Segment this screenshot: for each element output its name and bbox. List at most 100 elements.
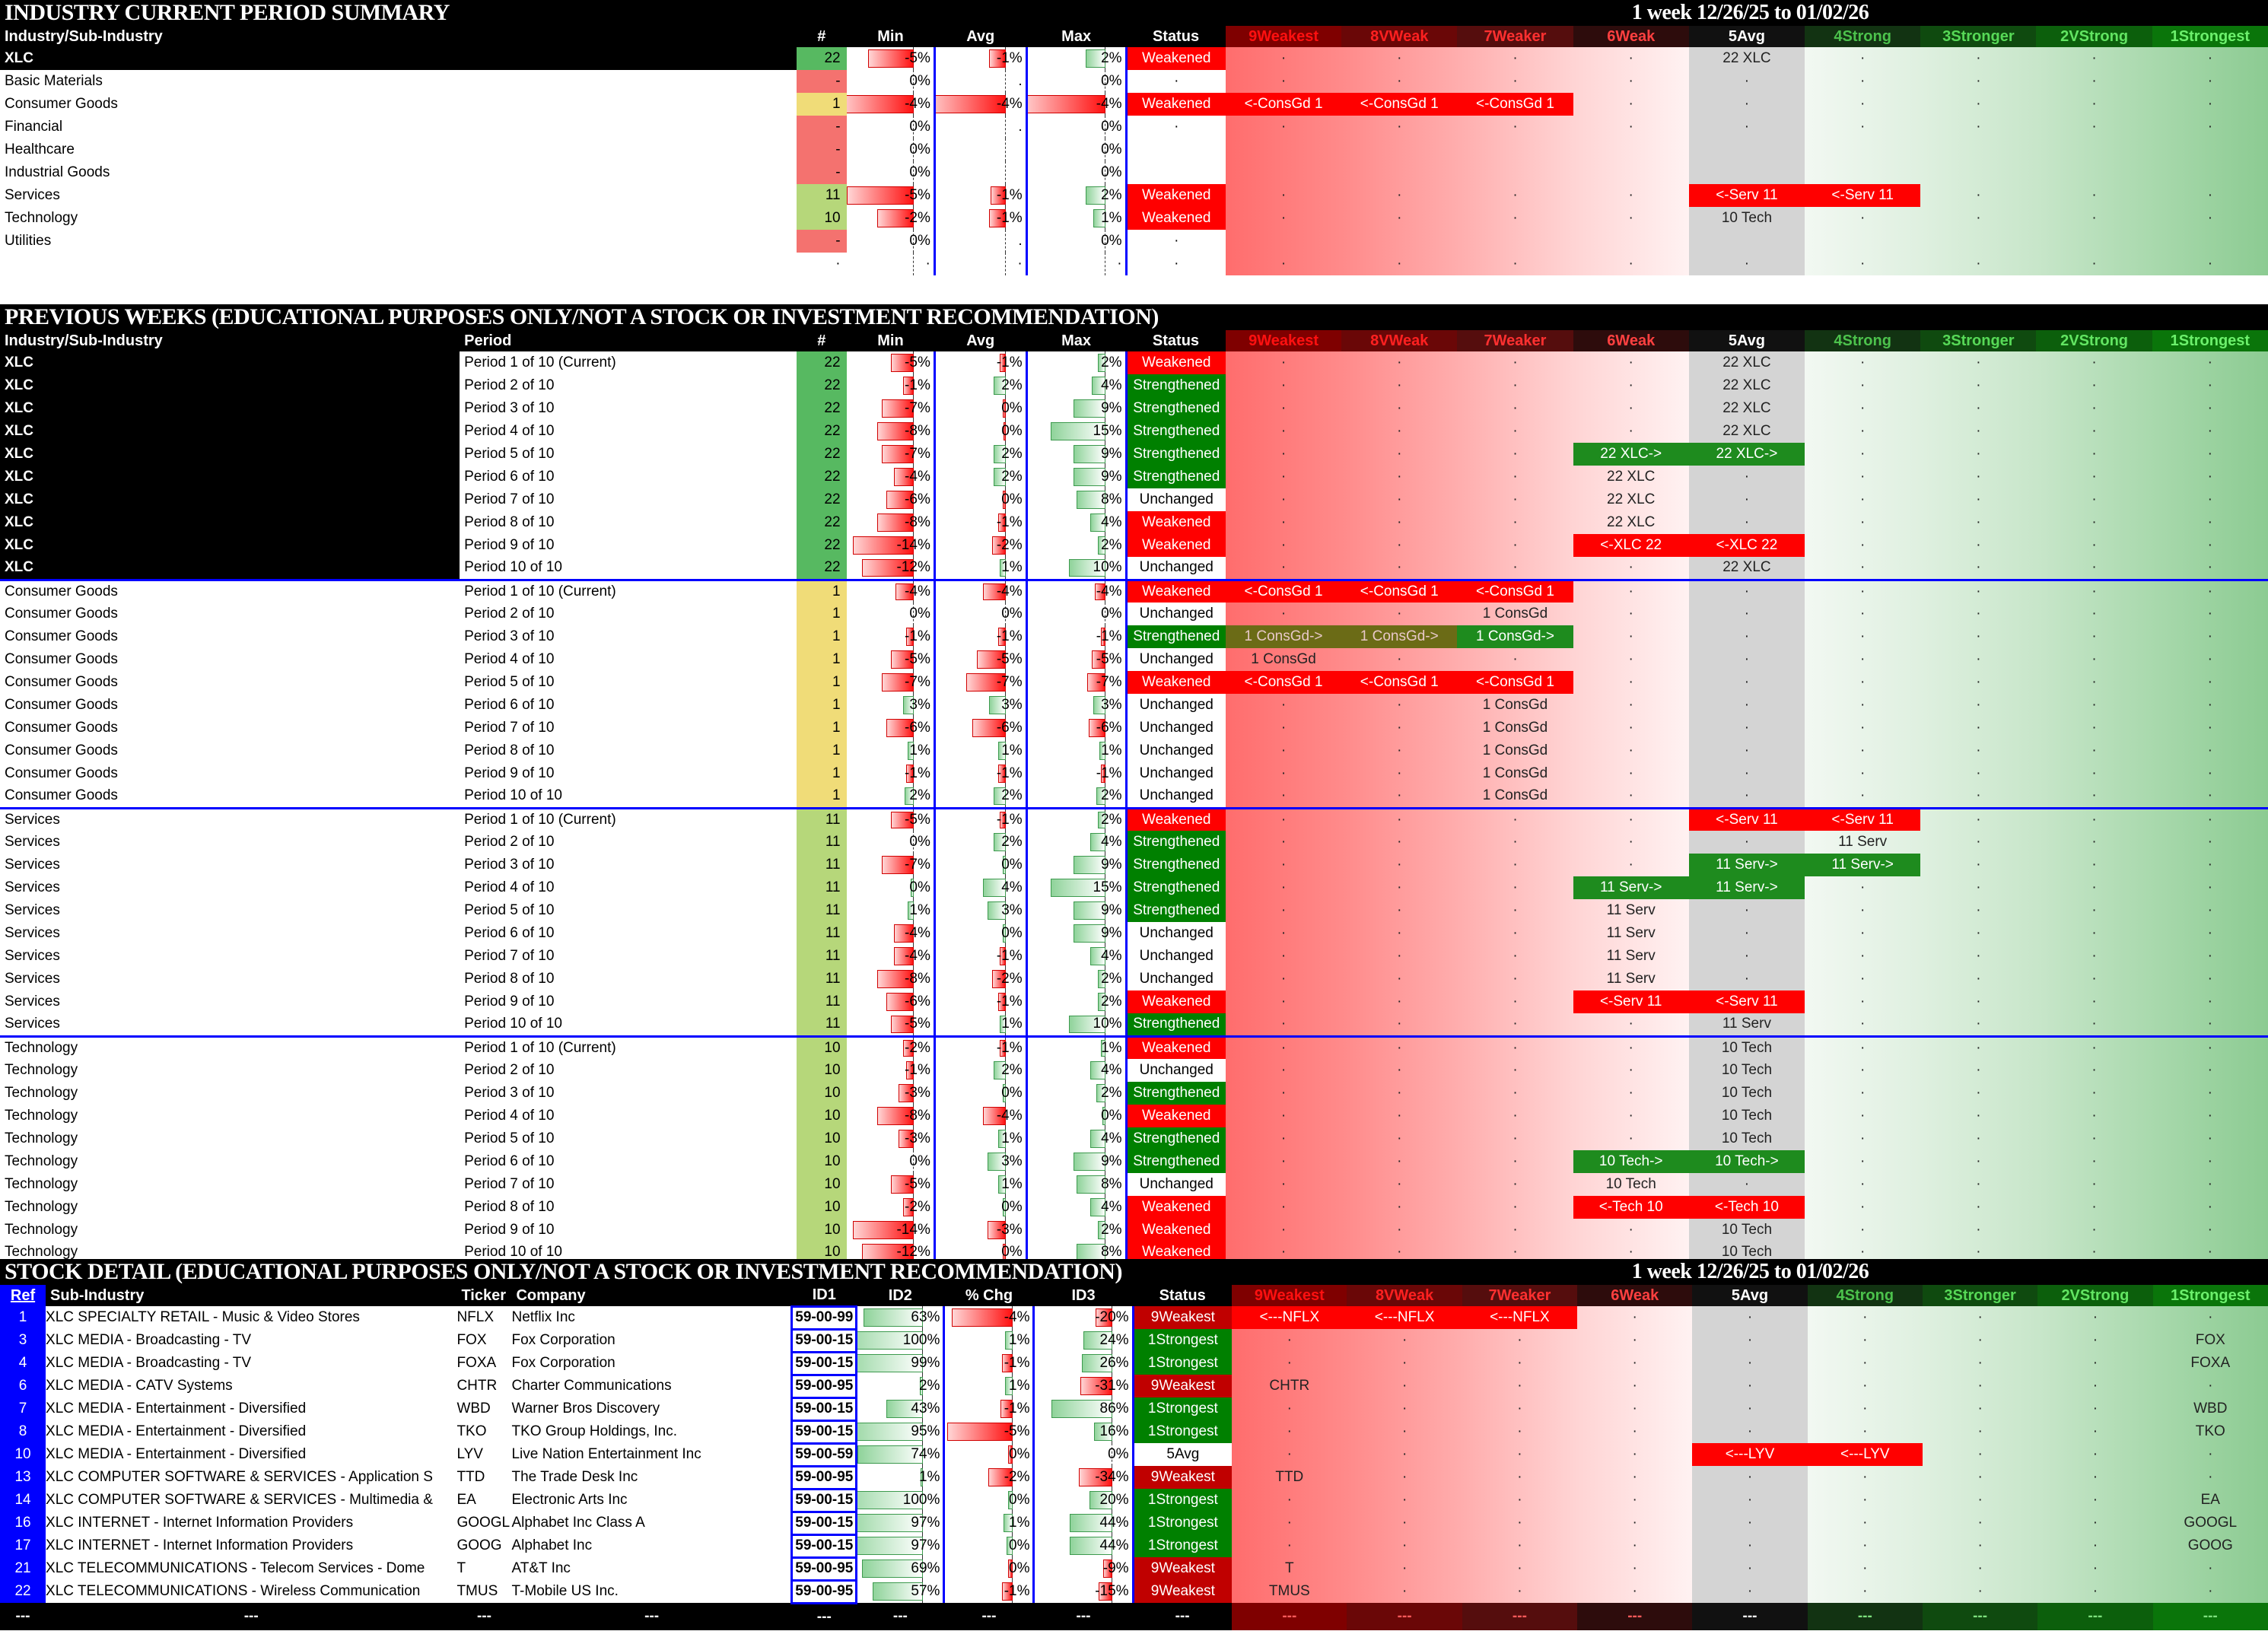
header-status-2: Status bbox=[1126, 330, 1226, 351]
strength-cell-9weakest: <-ConsGd 1 bbox=[1225, 93, 1342, 116]
strength-cell-2vstrong: · bbox=[2036, 253, 2152, 275]
value-cell: -1% bbox=[943, 1352, 1035, 1375]
strength-cell-5avg: 10 Tech bbox=[1688, 1105, 1805, 1127]
strength-cell-1strongest: · bbox=[2152, 374, 2268, 397]
value-cell: 9% bbox=[1026, 1150, 1128, 1173]
period-label: Period 8 of 10 bbox=[460, 739, 797, 762]
value-text: 0% bbox=[909, 606, 930, 622]
value-cell: 15% bbox=[1026, 420, 1128, 443]
count-cell: 11 bbox=[797, 184, 847, 207]
data-bar bbox=[1002, 1084, 1006, 1102]
strength-cell-1strongest: · bbox=[2152, 1105, 2268, 1127]
industry-label: Technology bbox=[0, 207, 797, 230]
value-text: 9% bbox=[1101, 1153, 1122, 1169]
value-cell: 86% bbox=[1033, 1397, 1134, 1420]
value-cell: 0% bbox=[934, 397, 1028, 420]
ticker-symbol: FOX bbox=[456, 1329, 512, 1352]
strength-cell-4strong: · bbox=[1805, 1059, 1921, 1082]
strength-cell-7weaker: · bbox=[1462, 1580, 1578, 1603]
industry-label: Consumer Goods bbox=[0, 603, 460, 625]
data-bar bbox=[999, 559, 1006, 577]
row-ref: 10 bbox=[0, 1443, 46, 1466]
strength-cell-4strong: · bbox=[1805, 253, 1921, 275]
status-badge: Weakened bbox=[1126, 671, 1226, 694]
strength-cell-5avg: 11 Serv bbox=[1688, 1013, 1805, 1038]
strength-cell-9weakest: · bbox=[1225, 253, 1342, 275]
count-cell: 22 bbox=[797, 374, 847, 397]
period-label: Period 8 of 10 bbox=[460, 1196, 797, 1219]
industry-label: Services bbox=[0, 184, 797, 207]
strength-cell-1strongest: GOOG bbox=[2152, 1534, 2268, 1557]
count-cell: 1 bbox=[797, 717, 847, 739]
data-bar bbox=[1088, 719, 1105, 737]
strength-cell-6weak: 22 XLC-> bbox=[1573, 443, 1689, 466]
strength-cell-7weaker: · bbox=[1457, 374, 1573, 397]
strength-cell-3stronger: · bbox=[1922, 1489, 2038, 1512]
data-bar bbox=[999, 354, 1006, 372]
data-bar bbox=[1002, 1198, 1006, 1216]
value-text: 2% bbox=[1001, 446, 1023, 462]
strength-cell-5avg: 10 Tech bbox=[1688, 1219, 1805, 1242]
count-cell: - bbox=[797, 70, 847, 93]
strength-cell-9weakest: · bbox=[1225, 808, 1342, 831]
status-badge: Unchanged bbox=[1126, 785, 1226, 809]
value-cell: 1% bbox=[934, 1173, 1028, 1196]
strength-cell-3stronger: · bbox=[1920, 93, 2037, 116]
data-bar bbox=[1007, 1537, 1013, 1555]
value-text: 2% bbox=[909, 787, 930, 804]
table-row: Services 11 -5% -1% 2% Weakened · · · · <-Serv 11 <… bbox=[0, 184, 2268, 207]
value-text: 0% bbox=[909, 141, 930, 157]
value-cell: -4% bbox=[846, 93, 936, 116]
value-cell: 0% bbox=[934, 488, 1028, 511]
strength-cell-8vweak: · bbox=[1341, 207, 1458, 230]
data-bar bbox=[856, 1423, 924, 1441]
industry-label: Services bbox=[0, 945, 460, 968]
company-name: Alphabet Inc Class A bbox=[511, 1512, 792, 1534]
value-cell: 16% bbox=[1033, 1420, 1134, 1443]
value-cell: -1% bbox=[943, 1397, 1035, 1420]
strength-cell-6weak: 10 Tech-> bbox=[1573, 1150, 1689, 1173]
value-cell: -1% bbox=[934, 625, 1028, 648]
value-text: -7% bbox=[1096, 674, 1122, 690]
sub-industry-label: XLC COMPUTER SOFTWARE & SERVICES - Multi… bbox=[46, 1489, 457, 1512]
industry-label: XLC bbox=[0, 488, 460, 511]
data-bar bbox=[1097, 536, 1105, 555]
strength-cell-9weakest: <-ConsGd 1 bbox=[1225, 580, 1342, 603]
value-cell: 15% bbox=[1026, 876, 1128, 899]
value-text: 1% bbox=[909, 742, 930, 758]
data-bar bbox=[1008, 1491, 1013, 1509]
data-bar bbox=[1008, 1560, 1013, 1578]
strength-cell-7weaker: · bbox=[1457, 1173, 1573, 1196]
data-bar bbox=[1102, 1107, 1105, 1125]
strength-cell-3stronger: · bbox=[1922, 1557, 2038, 1580]
strength-cell-7weaker: · bbox=[1457, 1150, 1573, 1173]
value-text: -1% bbox=[1004, 1355, 1030, 1371]
zero-axis bbox=[1004, 161, 1006, 184]
strength-cell-8vweak bbox=[1341, 230, 1458, 253]
industry-label: Consumer Goods bbox=[0, 671, 460, 694]
strength-cell-7weaker: · bbox=[1457, 922, 1573, 945]
value-text: 97% bbox=[911, 1537, 940, 1553]
strength-cell-5avg: 22 XLC bbox=[1688, 374, 1805, 397]
industry-label: Services bbox=[0, 899, 460, 922]
strength-cell-2vstrong: · bbox=[2036, 694, 2152, 717]
strength-cell-4strong: · bbox=[1805, 717, 1921, 739]
strength-cell-8vweak: · bbox=[1341, 648, 1458, 671]
count-cell: 10 bbox=[797, 1105, 847, 1127]
strength-cell-2vstrong: · bbox=[2036, 625, 2152, 648]
row-ref: 7 bbox=[0, 1397, 46, 1420]
table-row: Services Period 8 of 10 11 -8% -2% 2% Unchange… bbox=[0, 968, 2268, 990]
strength-cell-3stronger: · bbox=[1920, 1105, 2037, 1127]
value-text: 44% bbox=[1099, 1537, 1129, 1553]
strength-cell-7weaker: · bbox=[1462, 1443, 1578, 1466]
value-cell: -5% bbox=[846, 648, 936, 671]
value-cell: 2% bbox=[934, 466, 1028, 488]
strength-cell-2vstrong: · bbox=[2036, 93, 2152, 116]
period-label: Period 4 of 10 bbox=[460, 648, 797, 671]
header-strength-7weaker-3: 7Weaker bbox=[1462, 1285, 1578, 1306]
strength-cell-2vstrong: · bbox=[2036, 831, 2152, 854]
strength-cell-6weak: · bbox=[1573, 603, 1689, 625]
ticker-symbol: LYV bbox=[456, 1443, 512, 1466]
strength-cell-9weakest: · bbox=[1225, 990, 1342, 1013]
strength-cell-5avg bbox=[1688, 161, 1805, 184]
